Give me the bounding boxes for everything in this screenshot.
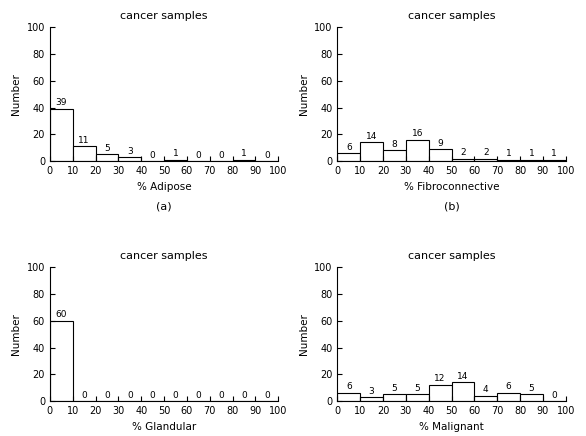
- Text: 0: 0: [264, 150, 270, 160]
- Bar: [406, 140, 429, 161]
- Bar: [96, 154, 118, 161]
- X-axis label: % Glandular: % Glandular: [132, 422, 196, 432]
- Text: 1: 1: [529, 149, 534, 158]
- Text: 6: 6: [346, 382, 352, 392]
- Text: 1: 1: [551, 149, 557, 158]
- Bar: [429, 385, 452, 401]
- Bar: [520, 395, 543, 401]
- Text: 60: 60: [56, 310, 67, 319]
- Text: 5: 5: [391, 384, 397, 393]
- Text: 3: 3: [127, 146, 132, 156]
- Title: cancer samples: cancer samples: [120, 11, 208, 21]
- Bar: [474, 159, 497, 161]
- Y-axis label: Number: Number: [11, 313, 21, 355]
- Text: 39: 39: [56, 99, 67, 107]
- Text: 0: 0: [150, 150, 155, 160]
- Bar: [383, 395, 406, 401]
- X-axis label: % Malignant: % Malignant: [419, 422, 484, 432]
- Text: 5: 5: [104, 144, 110, 153]
- Text: 9: 9: [437, 139, 443, 147]
- Text: 0: 0: [127, 391, 132, 399]
- Text: 0: 0: [264, 391, 270, 399]
- Y-axis label: Number: Number: [298, 313, 309, 355]
- Bar: [497, 393, 520, 401]
- Bar: [338, 153, 360, 161]
- Text: 6: 6: [346, 143, 352, 152]
- Text: 12: 12: [434, 375, 446, 384]
- X-axis label: % Adipose: % Adipose: [137, 181, 192, 191]
- Bar: [50, 321, 73, 401]
- Title: cancer samples: cancer samples: [120, 251, 208, 261]
- Text: 0: 0: [241, 391, 247, 399]
- Text: 14: 14: [366, 132, 377, 141]
- Text: 8: 8: [391, 140, 397, 149]
- Text: 0: 0: [219, 391, 224, 399]
- Title: cancer samples: cancer samples: [408, 251, 495, 261]
- Bar: [360, 397, 383, 401]
- Y-axis label: Number: Number: [298, 73, 309, 115]
- Text: 14: 14: [457, 372, 469, 381]
- Bar: [543, 160, 565, 161]
- Text: 0: 0: [196, 150, 201, 160]
- Bar: [429, 149, 452, 161]
- Bar: [452, 159, 474, 161]
- Text: 5: 5: [414, 384, 420, 393]
- Bar: [520, 160, 543, 161]
- Text: 0: 0: [219, 150, 224, 160]
- Bar: [50, 109, 73, 161]
- Text: (b): (b): [444, 201, 459, 211]
- Text: 1: 1: [506, 149, 512, 158]
- Text: 0: 0: [150, 391, 155, 399]
- Y-axis label: Number: Number: [11, 73, 21, 115]
- Text: (a): (a): [156, 201, 172, 211]
- Text: 0: 0: [551, 391, 557, 399]
- Bar: [164, 160, 187, 161]
- Bar: [383, 150, 406, 161]
- Bar: [360, 143, 383, 161]
- Text: 0: 0: [173, 391, 178, 399]
- Text: 3: 3: [369, 386, 374, 395]
- Text: 2: 2: [460, 148, 466, 157]
- Text: 0: 0: [196, 391, 201, 399]
- X-axis label: % Fibroconnective: % Fibroconnective: [404, 181, 499, 191]
- Bar: [406, 395, 429, 401]
- Text: 16: 16: [411, 129, 423, 138]
- Text: 0: 0: [81, 391, 87, 399]
- Bar: [73, 146, 96, 161]
- Title: cancer samples: cancer samples: [408, 11, 495, 21]
- Text: 1: 1: [241, 149, 247, 158]
- Text: 11: 11: [79, 136, 90, 145]
- Text: 5: 5: [529, 384, 534, 393]
- Bar: [338, 393, 360, 401]
- Bar: [233, 160, 255, 161]
- Text: 1: 1: [173, 149, 178, 158]
- Bar: [474, 396, 497, 401]
- Bar: [452, 382, 474, 401]
- Text: 4: 4: [483, 385, 489, 394]
- Text: 2: 2: [483, 148, 489, 157]
- Bar: [118, 157, 141, 161]
- Text: 0: 0: [104, 391, 110, 399]
- Text: 6: 6: [506, 382, 512, 392]
- Bar: [497, 160, 520, 161]
